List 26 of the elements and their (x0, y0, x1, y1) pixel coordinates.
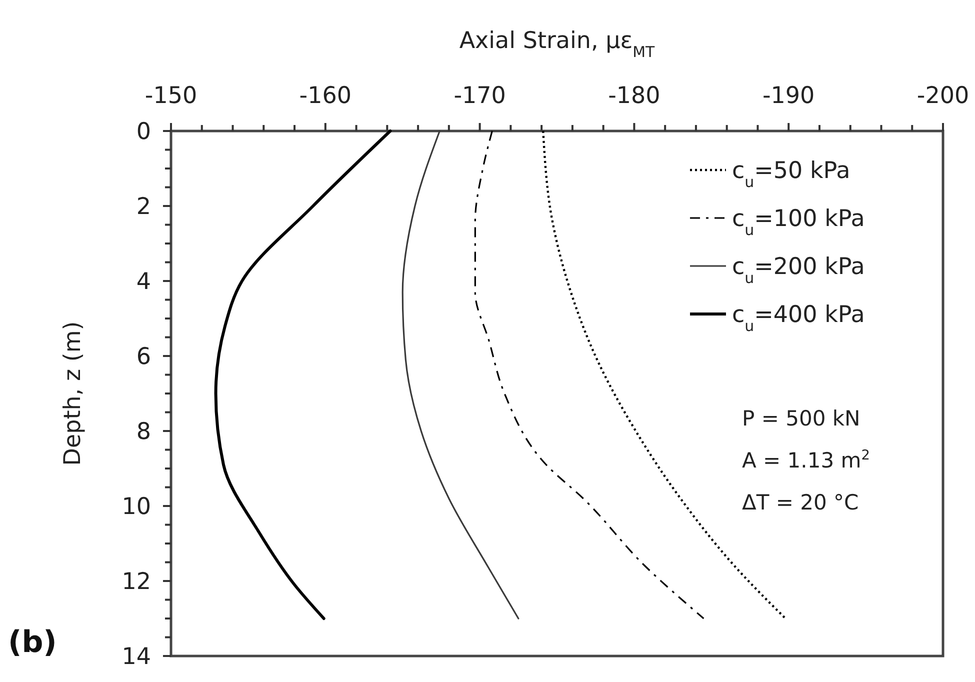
x-tick-label: -170 (454, 83, 506, 109)
annotation: ΔT = 20 °C (742, 490, 859, 514)
text: (b) (8, 625, 57, 660)
y-tick-label: 4 (136, 269, 151, 296)
y-tick-label: 10 (122, 494, 151, 520)
line-series (214, 130, 392, 620)
line-series (474, 130, 704, 620)
x-tick-label: -190 (762, 83, 815, 109)
x-tick-label: -180 (608, 83, 660, 109)
x-tick-label: -160 (299, 83, 352, 109)
legend-label: c$_{u}$=400 kPa (732, 302, 865, 336)
y-axis-title: Depth, z (m) (60, 321, 86, 466)
legend-label: c$_{u}$=200 kPa (732, 254, 865, 288)
annotation: P = 500 kN (742, 406, 860, 430)
x-tick-label: -150 (144, 83, 198, 109)
y-tick-label: 0 (136, 119, 151, 146)
y-tick-label: 14 (122, 644, 151, 670)
annotation: A = 1.13 m$^{2}$ (742, 447, 870, 472)
y-tick-label: 8 (136, 419, 151, 446)
y-tick-label: 12 (122, 569, 151, 596)
y-tick-label: 6 (136, 344, 151, 370)
legend-label: c$_{u}$=50 kPa (732, 158, 850, 192)
x-tick-label: -200 (916, 83, 970, 109)
legend-label: c$_{u}$=100 kPa (732, 206, 865, 240)
x-axis-title: Axial Strain, με$_{MT}$ (459, 28, 656, 61)
y-tick-label: 2 (136, 194, 151, 220)
